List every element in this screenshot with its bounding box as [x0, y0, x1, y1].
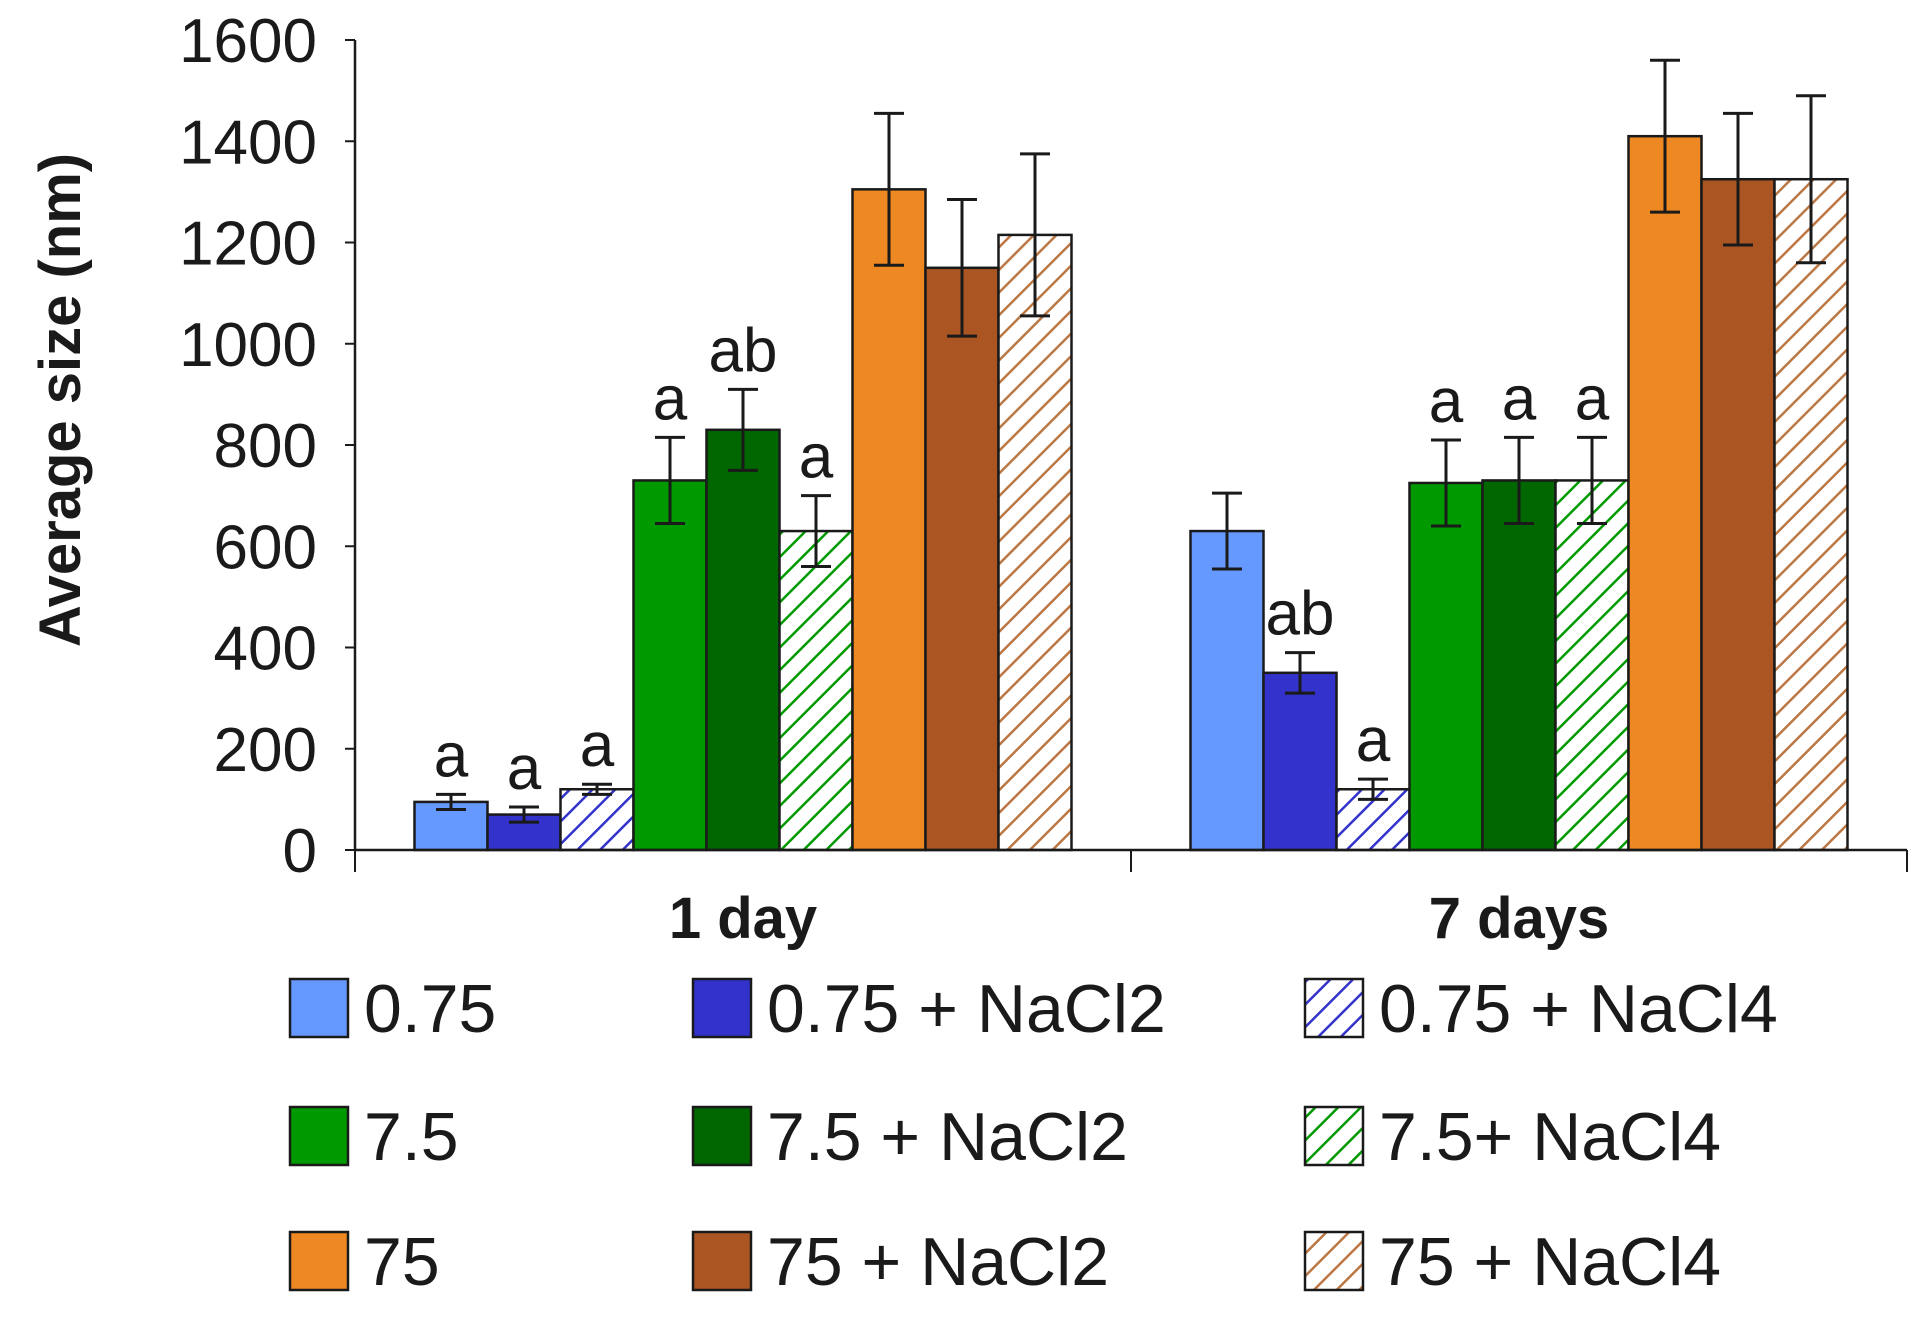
significance-label: a — [653, 364, 688, 433]
bar — [1262, 671, 1338, 852]
bar — [1481, 479, 1557, 852]
significance-label: a — [1356, 706, 1391, 775]
significance-label: a — [799, 423, 834, 492]
y-tick-label: 600 — [214, 513, 317, 582]
bar — [778, 529, 854, 852]
y-tick-label: 200 — [214, 716, 317, 785]
legend-label: 7.5 — [364, 1099, 459, 1175]
significance-label: a — [434, 721, 469, 790]
x-category-label: 7 days — [1429, 886, 1610, 951]
significance-label: a — [1502, 364, 1537, 433]
significance-label: a — [507, 734, 542, 803]
bar — [1408, 481, 1484, 852]
significance-label: a — [580, 711, 615, 780]
y-tick-label: 0 — [283, 817, 317, 886]
legend-label: 0.75 + NaCl4 — [1379, 971, 1778, 1047]
legend-label: 75 + NaCl4 — [1379, 1224, 1721, 1300]
legend-label: 75 — [364, 1224, 440, 1300]
bar — [1627, 134, 1703, 852]
legend-swatch — [288, 977, 350, 1039]
legend-label: 75 + NaCl2 — [767, 1224, 1109, 1300]
legend-swatch — [691, 1105, 753, 1167]
bar — [924, 266, 1000, 852]
significance-label: ab — [1266, 580, 1335, 649]
bar — [705, 428, 781, 852]
legend-swatch — [691, 1230, 753, 1292]
y-tick-label: 1400 — [179, 108, 317, 177]
legend-swatch — [691, 977, 753, 1039]
significance-label: a — [1429, 367, 1464, 436]
legend-swatch — [288, 1105, 350, 1167]
bar — [1700, 177, 1776, 852]
legend-label: 0.75 — [364, 971, 496, 1047]
y-axis-label: Average size (nm) — [28, 153, 93, 647]
legend-label: 0.75 + NaCl2 — [767, 971, 1166, 1047]
bar — [1554, 479, 1630, 852]
bar — [851, 188, 927, 852]
legend-swatch — [1303, 1230, 1365, 1292]
bar — [632, 479, 708, 852]
legend-swatch — [1303, 977, 1365, 1039]
bar — [1189, 529, 1265, 852]
legend-label: 7.5+ NaCl4 — [1379, 1099, 1721, 1175]
y-tick-label: 800 — [214, 412, 317, 481]
bar — [997, 233, 1073, 852]
y-tick-label: 1000 — [179, 311, 317, 380]
significance-label: a — [1575, 364, 1610, 433]
legend-label: 7.5 + NaCl2 — [767, 1099, 1128, 1175]
y-tick-label: 1600 — [179, 7, 317, 76]
bar — [559, 788, 635, 852]
significance-label: ab — [709, 316, 778, 385]
x-category-label: 1 day — [669, 886, 817, 951]
y-tick-label: 1200 — [179, 210, 317, 279]
legend-swatch — [1303, 1105, 1365, 1167]
legend-swatch — [288, 1230, 350, 1292]
y-tick-label: 400 — [214, 615, 317, 684]
bar — [1773, 177, 1849, 852]
